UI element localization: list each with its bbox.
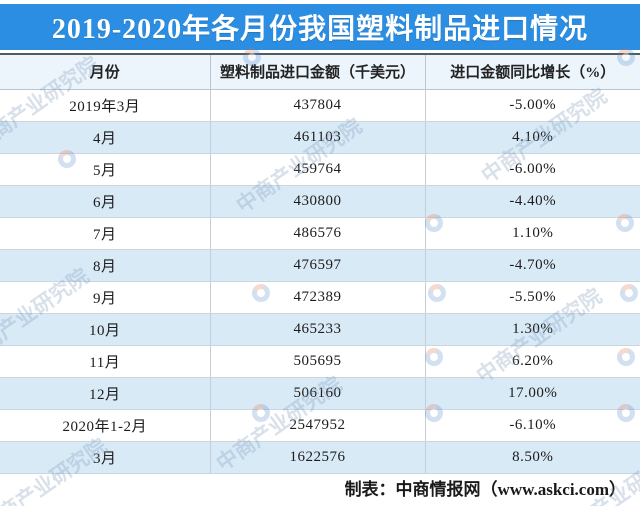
table-row: 10月 465233 1.30% [0,313,640,346]
table-cell: 17.00% [424,377,640,410]
table-row: 8月 476597 -4.70% [0,249,640,282]
table-body: 2019年3月 437804 -5.00% 4月 461103 4.10% 5月 459764… [0,89,640,474]
column-header-growth: 进口金额同比增长（%） [424,53,640,90]
title-banner: 2019-2020年各月份我国塑料制品进口情况 [0,4,640,50]
table-cell: 4月 [0,121,210,154]
table-cell: 430800 [209,185,425,218]
table-row: 7月 486576 1.10% [0,217,640,250]
table-cell: 506160 [209,377,425,410]
column-header-month: 月份 [0,53,210,90]
table-row: 4月 461103 4.10% [0,121,640,154]
table-cell: 12月 [0,377,210,410]
table-row: 9月 472389 -5.50% [0,281,640,314]
import-data-table: 月份 塑料制品进口金额（千美元） 进口金额同比增长（%） 2019年3月 4378… [0,53,640,474]
table-cell: 9月 [0,281,210,314]
table-cell: 2547952 [209,409,425,442]
table-cell: -5.00% [424,89,640,122]
table-cell: 5月 [0,153,210,186]
table-cell: 459764 [209,153,425,186]
table-row: 2019年3月 437804 -5.00% [0,89,640,122]
table-cell: -6.10% [424,409,640,442]
table-cell: 505695 [209,345,425,378]
table-row: 3月 1622576 8.50% [0,441,640,474]
table-cell: 2020年1-2月 [0,409,210,442]
table-cell: 6.20% [424,345,640,378]
table-cell: 8.50% [424,441,640,474]
table-cell: 1.10% [424,217,640,250]
table-cell: 7月 [0,217,210,250]
table-row: 6月 430800 -4.40% [0,185,640,218]
table-row: 11月 505695 6.20% [0,345,640,378]
table-header-row: 月份 塑料制品进口金额（千美元） 进口金额同比增长（%） [0,53,640,90]
table-cell: 476597 [209,249,425,282]
table-cell: -4.70% [424,249,640,282]
table-cell: 8月 [0,249,210,282]
table-cell: 6月 [0,185,210,218]
footer-credit: 制表：中商情报网（www.askci.com） [344,480,626,499]
page-title: 2019-2020年各月份我国塑料制品进口情况 [51,14,589,45]
table-cell: -5.50% [424,281,640,314]
table-cell: 437804 [209,89,425,122]
column-header-value: 塑料制品进口金额（千美元） [209,53,425,90]
table-cell: 461103 [209,121,425,154]
table-cell: 4.10% [424,121,640,154]
table-cell: 465233 [209,313,425,346]
table-cell: 11月 [0,345,210,378]
table-cell: 3月 [0,441,210,474]
table-cell: 10月 [0,313,210,346]
table-cell: 1622576 [209,441,425,474]
table-cell: 472389 [209,281,425,314]
table-cell: 2019年3月 [0,89,210,122]
table-cell: -6.00% [424,153,640,186]
table-row: 12月 506160 17.00% [0,377,640,410]
table-row: 5月 459764 -6.00% [0,153,640,186]
table-cell: 486576 [209,217,425,250]
table-cell: 1.30% [424,313,640,346]
table-cell: -4.40% [424,185,640,218]
table-row: 2020年1-2月 2547952 -6.10% [0,409,640,442]
